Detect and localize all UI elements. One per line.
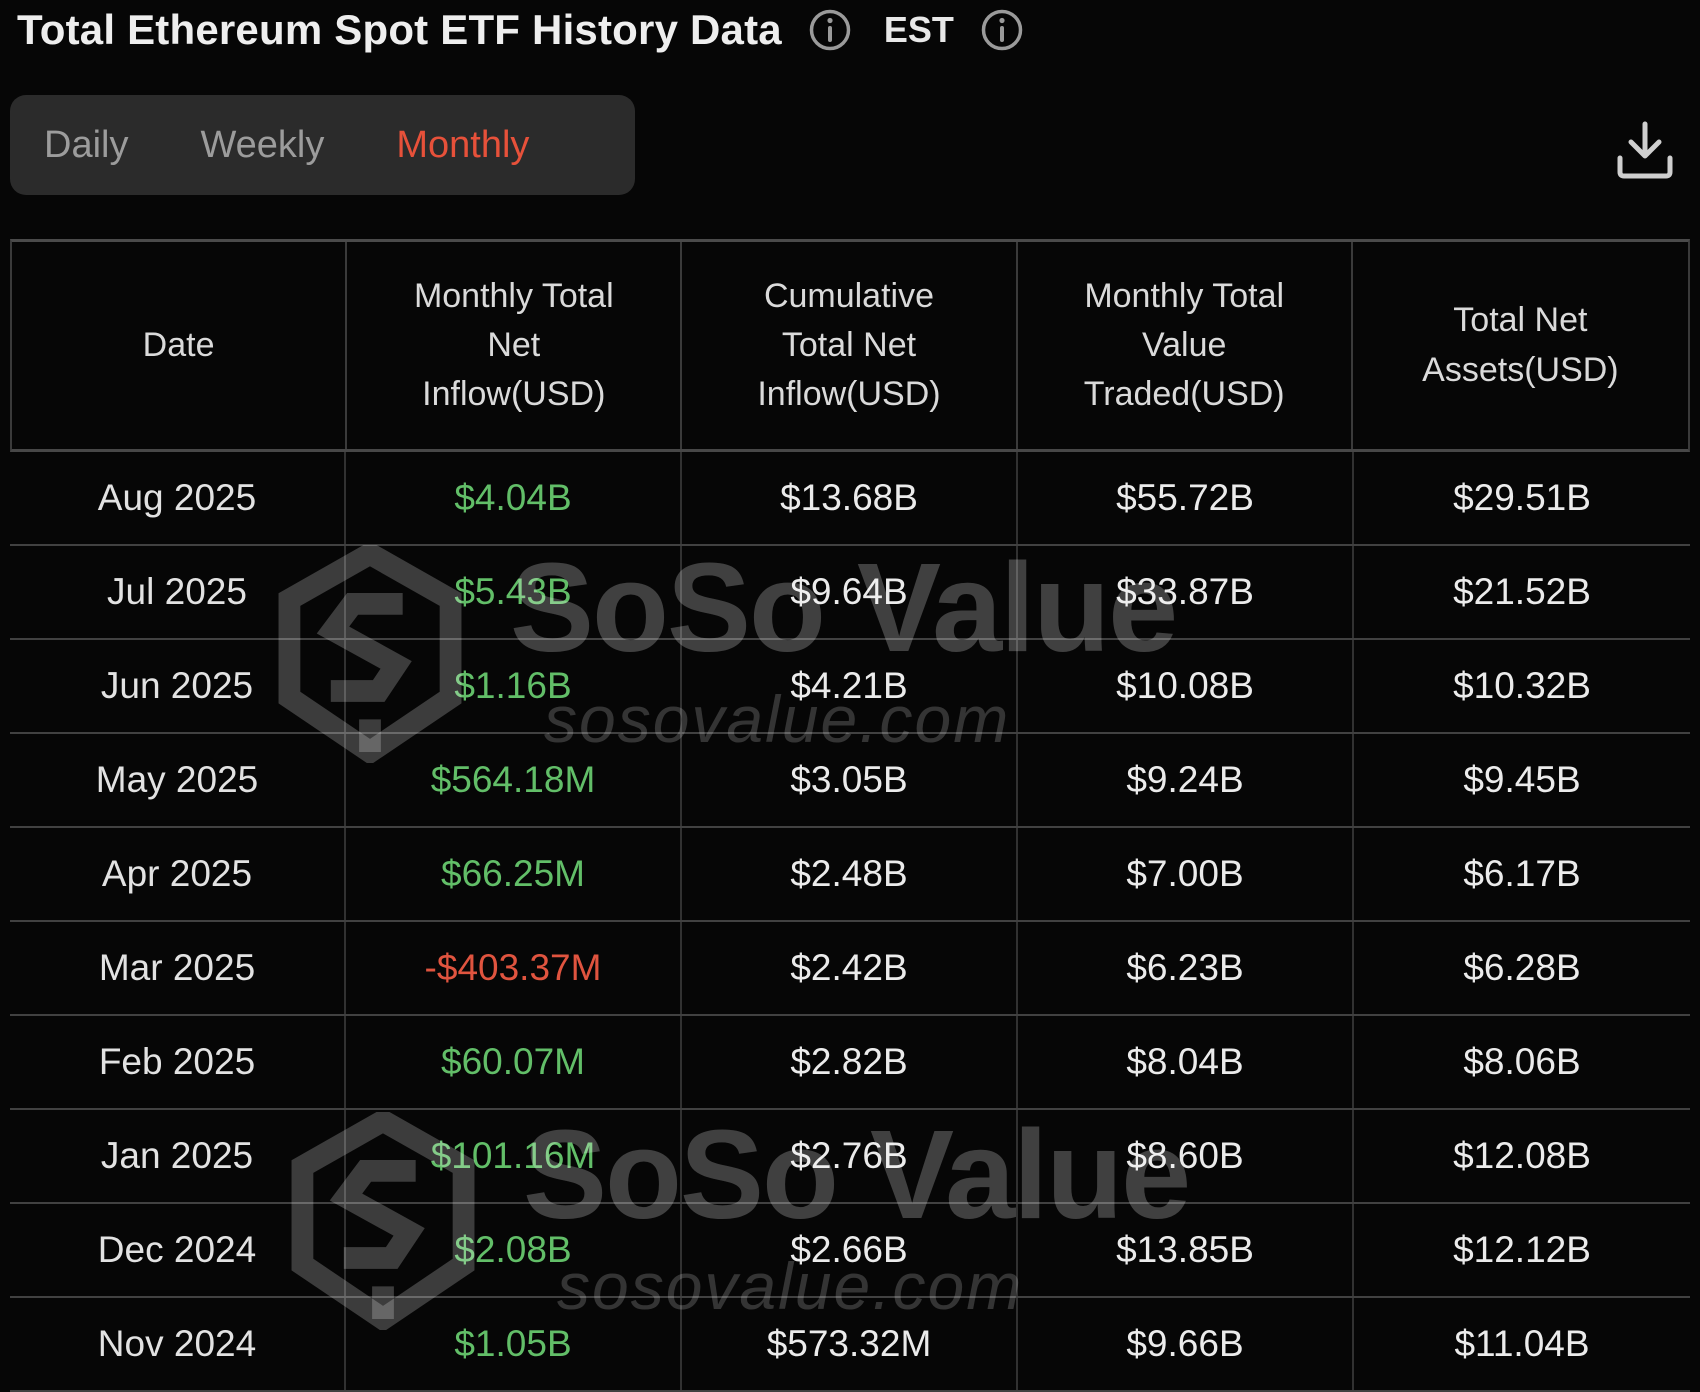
column-header-net-assets: Total Net Assets(USD)	[1422, 301, 1619, 389]
table-row: Jul 2025 $5.43B $9.64B $33.87B $21.52B	[10, 546, 1690, 640]
info-icon[interactable]	[980, 8, 1024, 52]
column-header-cumulative-inflow: Cumulative Total Net Inflow(USD)	[682, 242, 1018, 449]
cell-value-traded: $55.72B	[1018, 452, 1354, 544]
cell-net-inflow: $1.05B	[346, 1298, 682, 1390]
cell-net-assets: $29.51B	[1453, 477, 1591, 518]
title-bar: Total Ethereum Spot ETF History Data EST	[17, 6, 1024, 54]
cell-date: Feb 2025	[10, 1016, 346, 1108]
cell-value-traded: $8.60B	[1018, 1110, 1354, 1202]
cell-net-assets: $12.08B	[1453, 1135, 1591, 1176]
cell-date: Mar 2025	[10, 922, 346, 1014]
cell-net-assets: $9.45B	[1463, 759, 1581, 800]
interval-tab-bar: Daily Weekly Monthly	[10, 95, 635, 195]
cell-net-inflow: $60.07M	[346, 1016, 682, 1108]
cell-date: Nov 2024	[10, 1298, 346, 1390]
etf-history-table: Date Monthly Total Net Inflow(USD) Cumul…	[10, 239, 1690, 1392]
download-button[interactable]	[1612, 118, 1678, 184]
cell-cumulative-inflow: $573.32M	[682, 1298, 1018, 1390]
table-row: Apr 2025 $66.25M $2.48B $7.00B $6.17B	[10, 828, 1690, 922]
table-row: May 2025 $564.18M $3.05B $9.24B $9.45B	[10, 734, 1690, 828]
cell-cumulative-inflow: $2.76B	[682, 1110, 1018, 1202]
cell-value-traded: $13.85B	[1018, 1204, 1354, 1296]
cell-value-traded: $9.24B	[1018, 734, 1354, 826]
table-row: Feb 2025 $60.07M $2.82B $8.04B $8.06B	[10, 1016, 1690, 1110]
cell-value-traded: $7.00B	[1018, 828, 1354, 920]
cell-value-traded: $6.23B	[1018, 922, 1354, 1014]
table-header-row: Date Monthly Total Net Inflow(USD) Cumul…	[10, 239, 1690, 452]
cell-date: Dec 2024	[10, 1204, 346, 1296]
cell-cumulative-inflow: $3.05B	[682, 734, 1018, 826]
cell-date: Jul 2025	[10, 546, 346, 638]
cell-cumulative-inflow: $9.64B	[682, 546, 1018, 638]
cell-date: Aug 2025	[10, 452, 346, 544]
tab-daily[interactable]: Daily	[44, 123, 129, 166]
column-header-value-traded: Monthly Total Value Traded(USD)	[1018, 242, 1353, 449]
cell-net-inflow: $66.25M	[346, 828, 682, 920]
cell-value-traded: $10.08B	[1018, 640, 1354, 732]
cell-net-assets: $21.52B	[1453, 571, 1591, 612]
cell-cumulative-inflow: $2.48B	[682, 828, 1018, 920]
cell-net-assets: $11.04B	[1454, 1323, 1590, 1364]
cell-cumulative-inflow: $2.82B	[682, 1016, 1018, 1108]
table-row: Mar 2025 -$403.37M $2.42B $6.23B $6.28B	[10, 922, 1690, 1016]
download-icon	[1617, 121, 1673, 179]
cell-net-assets: $8.06B	[1463, 1041, 1581, 1082]
cell-net-assets: $6.17B	[1463, 853, 1581, 894]
cell-cumulative-inflow: $13.68B	[682, 452, 1018, 544]
info-icon[interactable]	[808, 8, 852, 52]
timezone-label: EST	[883, 9, 954, 50]
cell-net-assets: $12.12B	[1453, 1229, 1591, 1270]
cell-cumulative-inflow: $2.42B	[682, 922, 1018, 1014]
table-row: Jun 2025 $1.16B $4.21B $10.08B $10.32B	[10, 640, 1690, 734]
tab-monthly[interactable]: Monthly	[396, 123, 530, 166]
cell-cumulative-inflow: $2.66B	[682, 1204, 1018, 1296]
cell-net-inflow: $4.04B	[346, 452, 682, 544]
cell-net-assets: $6.28B	[1463, 947, 1581, 988]
page-title: Total Ethereum Spot ETF History Data	[17, 6, 782, 53]
cell-date: Apr 2025	[10, 828, 346, 920]
cell-cumulative-inflow: $4.21B	[682, 640, 1018, 732]
cell-date: Jun 2025	[10, 640, 346, 732]
table-row: Nov 2024 $1.05B $573.32M $9.66B $11.04B	[10, 1298, 1690, 1392]
table-row: Jan 2025 $101.16M $2.76B $8.60B $12.08B	[10, 1110, 1690, 1204]
column-header-net-inflow: Monthly Total Net Inflow(USD)	[347, 242, 683, 449]
cell-net-inflow: $1.16B	[346, 640, 682, 732]
cell-net-inflow: $2.08B	[346, 1204, 682, 1296]
tab-weekly[interactable]: Weekly	[200, 123, 325, 166]
cell-value-traded: $9.66B	[1018, 1298, 1354, 1390]
column-header-date: Date	[12, 242, 348, 449]
cell-value-traded: $8.04B	[1018, 1016, 1354, 1108]
cell-date: Jan 2025	[10, 1110, 346, 1202]
cell-net-inflow: $5.43B	[346, 546, 682, 638]
cell-net-assets: $10.32B	[1453, 665, 1591, 706]
cell-net-inflow: -$403.37M	[346, 922, 682, 1014]
cell-net-inflow: $101.16M	[346, 1110, 682, 1202]
table-row: Dec 2024 $2.08B $2.66B $13.85B $12.12B	[10, 1204, 1690, 1298]
cell-date: May 2025	[10, 734, 346, 826]
cell-value-traded: $33.87B	[1018, 546, 1354, 638]
cell-net-inflow: $564.18M	[346, 734, 682, 826]
table-row: Aug 2025 $4.04B $13.68B $55.72B $29.51B	[10, 452, 1690, 546]
